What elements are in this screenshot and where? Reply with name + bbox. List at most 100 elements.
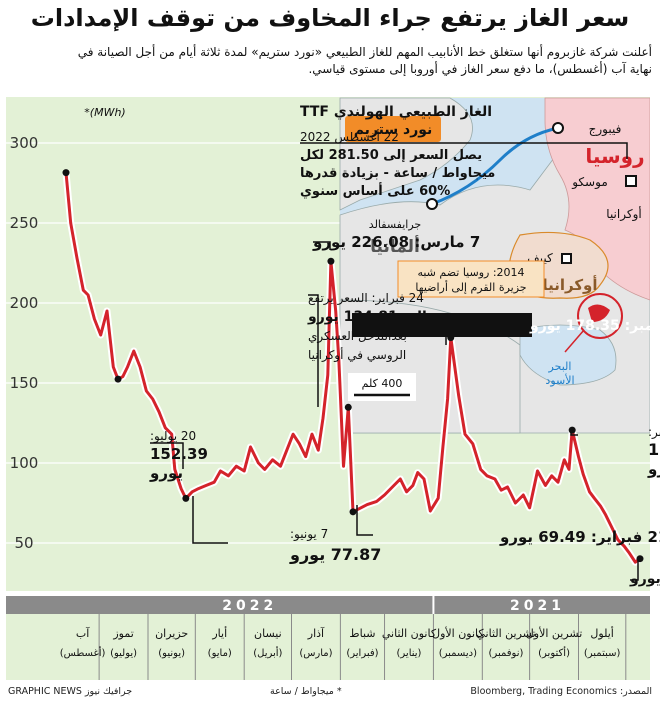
annotation-leader [300,142,628,159]
map-crimea [588,304,610,322]
map-city-greifswald: جرايفسفالد [369,218,421,231]
map-kyiv-marker [561,253,572,264]
month-label: أيلول [590,626,613,640]
annotation-text: 23 أغسطس2021: 40.19 يورو [629,569,660,587]
map-sea-label-1: البحر [548,360,572,373]
month-label: آذار [307,626,325,640]
month-label: كانون الأول [432,626,484,640]
annotation-point [182,494,190,502]
series-line [64,172,641,564]
month-sublabel: (يونيو) [158,648,185,659]
month-sublabel: (فبراير) [346,648,378,659]
month-sublabel: (مارس) [299,648,332,659]
annotation-text: 7 مارس: 226.08 يورو [312,233,480,251]
annotation-text: يورو [149,464,183,482]
map-scale-label: 400 كلم [362,377,403,390]
annotation-text: 60% على أساس سنوي [300,182,450,199]
crimea-label-box [397,260,545,298]
month-sublabel: (أكتوبر) [538,646,570,659]
month-label: تشرين الأول [526,626,583,640]
annotation-point [114,375,122,383]
annotation-text: 21 ديسمبر: 178.35 يورو [529,318,660,334]
month-sublabel: (نوفمبر) [489,648,524,659]
month-label: نيسان [254,627,282,640]
annotation-text: 22 أغسطس 2022 [300,129,399,145]
annotation-text: 120.57 [648,440,660,459]
pipeline-label: نورد ستريم [354,122,433,138]
month-sublabel: (مايو) [208,648,232,659]
map-pipeline [431,126,559,206]
annotation-text: 7 يونيو: [290,527,328,542]
month-label: آب [76,626,90,640]
subtitle: أعلنت شركة غازبروم أنها ستغلق خط الأنابي… [77,45,652,76]
source-note: المصدر: Bloomberg, Trading Economics [470,686,652,697]
annotation-text: 152.39 [150,445,208,463]
map-sea-label-2: الأسود [545,373,574,387]
annotation-text: 24 فبراير: السعر يرتفع [308,291,424,306]
map-crimea-pointer [564,329,585,353]
annotation-point [349,508,357,516]
month-label: حزيران [155,627,188,640]
y-tick-label: 250 [10,214,39,232]
annotation-point [327,257,335,265]
year-band [6,596,650,614]
annotation-text: ميجاواط / ساعة - بزيادة قدرها [300,166,495,181]
annotation-text: 77.87 يورو [289,545,381,564]
month-sublabel: (يوليو) [110,648,137,659]
map-crimea-ring [577,293,623,339]
crimea-callout: 2014: روسيا تضم شبه جزيرة القرم إلى أراض… [397,260,545,298]
page-title: سعر الغاز يرتفع جراء المخاوف من توقف الإ… [30,4,630,32]
month-label: كانون الثاني [382,627,437,640]
month-sublabel: (يناير) [397,648,422,659]
crimea-label-1: 2014: روسيا تضم شبه [417,266,524,279]
map-scale-box [348,373,416,401]
month-label: تشرين الثاني [476,627,535,640]
map-vyborg-marker [552,122,564,134]
annotation-point [344,403,352,411]
month-sublabel: (ديسمبر) [439,648,477,659]
map-country-russia: روسيا [585,144,644,168]
month-label: تموز [112,627,133,640]
annotation-text: 5 أكتوبر: [648,424,660,440]
annotation-text: 21 فبراير: 69.49 يورو [499,528,660,546]
year-label: 2022 [222,598,277,614]
annotation-leader [356,505,373,536]
map-moscow-marker [625,175,637,187]
annotation-leader [630,561,639,581]
annotation-leader [150,442,184,469]
pipeline-callout: نورد ستريم [345,116,441,142]
map-country-ukraine-inset: أوكرانيا [606,206,641,222]
month-label: شباط [349,627,375,640]
y-tick-label: 50 [14,534,33,552]
year-label: 2021 [510,598,565,614]
map-city-moscow: موسكو [571,175,608,190]
annotation-point [636,555,644,563]
brand-credit: GRAPHIC NEWS جرافيك نيوز [8,686,133,697]
annotation-leader [313,241,331,250]
map-country-ukraine: أوكرانيا [542,275,597,294]
map-country-germany: ألمانيا [370,235,420,257]
unit-note: * ميجاواط / ساعة [270,686,342,697]
annotation-box [352,313,532,337]
y-tick-label: 300 [10,134,39,152]
chart-title: الغاز الطبيعي الهولندي TTF [300,104,492,121]
annotation-leader [192,496,228,544]
map-greifswald-marker [426,198,438,210]
annotation-text: يورو [647,460,660,478]
month-sublabel: (أبريل) [253,646,282,659]
y-tick-label: 100 [10,454,39,472]
crimea-label-2: جزيرة القرم إلى أراضيها [415,280,526,294]
month-label: أيار [211,626,227,640]
annotation-point [62,169,70,177]
annotation-leader [308,294,319,407]
month-sublabel: (سبتمبر) [584,648,621,659]
month-band [6,614,650,680]
month-sublabel: (أغسطس) [60,646,106,659]
annotation-point [568,426,576,434]
map-black-sea [519,324,617,386]
annotation-text: يصل السعر إلى 281.50 لكل [300,148,482,163]
y-tick-label: 200 [10,294,39,312]
chart-unit: *(MWh) [84,106,125,119]
